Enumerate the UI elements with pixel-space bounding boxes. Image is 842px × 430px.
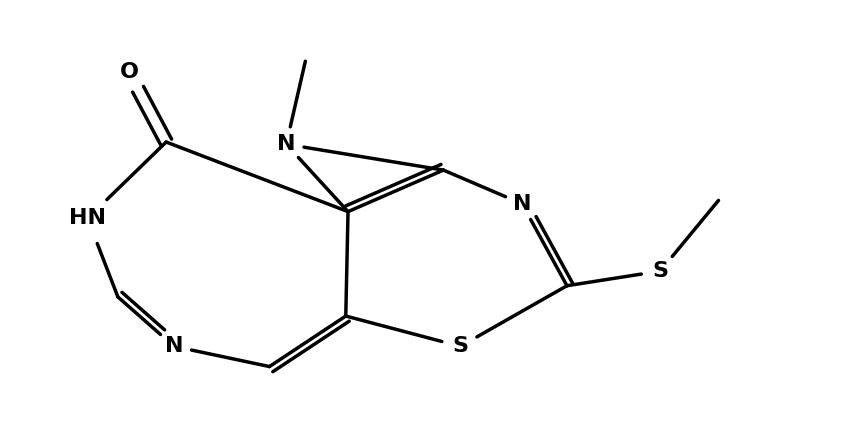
Text: HN: HN — [69, 209, 106, 228]
Text: S: S — [452, 336, 468, 356]
Text: N: N — [277, 134, 296, 154]
Text: O: O — [120, 62, 139, 83]
Text: N: N — [513, 194, 531, 214]
Text: S: S — [652, 261, 669, 281]
Text: N: N — [165, 336, 184, 356]
